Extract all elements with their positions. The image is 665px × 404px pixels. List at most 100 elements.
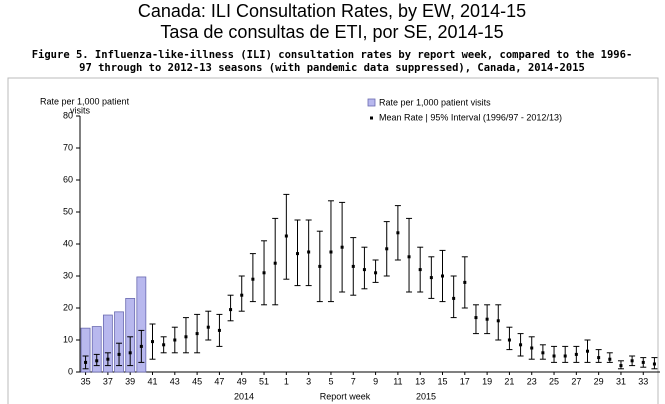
mean-marker bbox=[407, 255, 411, 259]
mean-marker bbox=[396, 231, 400, 235]
y-tick-label: 70 bbox=[63, 142, 73, 152]
mean-marker bbox=[95, 359, 99, 363]
mean-marker bbox=[474, 316, 478, 320]
x-tick-label: 49 bbox=[237, 376, 247, 386]
mean-marker bbox=[162, 343, 166, 347]
x-tick-label: 5 bbox=[328, 376, 333, 386]
mean-marker bbox=[117, 352, 121, 356]
x-tick-label: 51 bbox=[259, 376, 269, 386]
mean-marker bbox=[151, 340, 154, 344]
y-tick-label: 40 bbox=[63, 238, 73, 248]
mean-marker bbox=[240, 293, 244, 297]
mean-marker bbox=[106, 357, 110, 361]
mean-marker bbox=[641, 360, 645, 364]
mean-marker bbox=[485, 317, 489, 321]
x-tick-label: 35 bbox=[81, 376, 91, 386]
x-tick-label: 3 bbox=[306, 376, 311, 386]
x-tick-label: 25 bbox=[549, 376, 559, 386]
legend-label: Mean Rate | 95% Interval (1996/97 - 2012… bbox=[379, 112, 562, 122]
mean-marker bbox=[329, 250, 333, 254]
bar bbox=[102, 314, 113, 373]
mean-marker bbox=[463, 280, 467, 284]
mean-marker bbox=[563, 354, 567, 358]
mean-marker bbox=[586, 349, 589, 353]
year-label: 2015 bbox=[416, 391, 436, 401]
x-tick-label: 15 bbox=[437, 376, 447, 386]
x-tick-label: 21 bbox=[504, 376, 514, 386]
mean-marker bbox=[206, 325, 210, 329]
mean-marker bbox=[251, 277, 255, 281]
x-tick-label: 47 bbox=[214, 376, 224, 386]
mean-marker bbox=[296, 252, 299, 256]
y-tick-label: 50 bbox=[63, 206, 73, 216]
y-tick-label: 60 bbox=[63, 174, 73, 184]
mean-marker bbox=[630, 359, 634, 363]
frame bbox=[7, 77, 659, 404]
mean-marker bbox=[139, 344, 143, 348]
x-tick-label: 9 bbox=[373, 376, 378, 386]
x-axis-label: Report week bbox=[320, 391, 371, 401]
mean-marker bbox=[652, 362, 656, 366]
mean-marker bbox=[385, 247, 389, 251]
x-tick-label: 45 bbox=[192, 376, 202, 386]
legend-swatch bbox=[370, 116, 373, 120]
mean-marker bbox=[184, 335, 188, 339]
legend-swatch bbox=[367, 98, 376, 107]
mean-marker bbox=[429, 276, 433, 280]
mean-marker bbox=[340, 245, 344, 249]
x-tick-label: 39 bbox=[125, 376, 135, 386]
legend-label: Rate per 1,000 patient visits bbox=[379, 97, 491, 107]
x-tick-label: 37 bbox=[103, 376, 113, 386]
chart-title: Canada: ILI Consultation Rates, by EW, 2… bbox=[138, 1, 526, 21]
x-tick-label: 43 bbox=[170, 376, 180, 386]
x-tick-label: 19 bbox=[482, 376, 492, 386]
bar bbox=[91, 326, 102, 373]
x-tick-label: 17 bbox=[460, 376, 470, 386]
mean-marker bbox=[262, 271, 266, 275]
mean-marker bbox=[496, 319, 500, 323]
x-tick-label: 13 bbox=[415, 376, 425, 386]
caption: Figure 5. Influenza-like-illness (ILI) c… bbox=[32, 49, 633, 61]
mean-marker bbox=[374, 271, 378, 275]
mean-marker bbox=[318, 264, 322, 268]
mean-marker bbox=[128, 351, 132, 355]
mean-marker bbox=[519, 343, 523, 347]
y-axis-label: Rate per 1,000 patient bbox=[40, 96, 130, 106]
y-tick-label: 0 bbox=[68, 366, 73, 376]
mean-marker bbox=[552, 354, 556, 358]
mean-marker bbox=[217, 328, 221, 332]
mean-marker bbox=[608, 357, 612, 361]
chart-subtitle: Tasa de consultas de ETI, por SE, 2014-1… bbox=[160, 22, 503, 42]
mean-marker bbox=[362, 268, 366, 272]
mean-marker bbox=[530, 346, 534, 350]
mean-marker bbox=[452, 296, 456, 300]
mean-marker bbox=[84, 360, 88, 364]
mean-marker bbox=[541, 351, 545, 355]
x-tick-label: 7 bbox=[351, 376, 356, 386]
y-tick-label: 30 bbox=[63, 270, 73, 280]
x-tick-label: 11 bbox=[393, 376, 402, 386]
bar bbox=[80, 327, 91, 373]
mean-marker bbox=[597, 356, 601, 360]
x-tick-label: 31 bbox=[616, 376, 626, 386]
mean-marker bbox=[507, 338, 511, 342]
year-label: 2014 bbox=[234, 391, 254, 401]
mean-marker bbox=[284, 234, 288, 238]
mean-marker bbox=[195, 332, 199, 336]
y-tick-label: 80 bbox=[63, 110, 73, 120]
bar bbox=[136, 276, 147, 373]
x-tick-label: 1 bbox=[284, 376, 289, 386]
y-axis-label: visits bbox=[70, 105, 90, 115]
y-tick-label: 20 bbox=[63, 302, 73, 312]
bar bbox=[114, 311, 124, 373]
mean-marker bbox=[229, 308, 233, 312]
bar bbox=[125, 297, 136, 373]
y-tick-label: 10 bbox=[63, 334, 73, 344]
x-tick-label: 29 bbox=[594, 376, 604, 386]
mean-marker bbox=[619, 364, 623, 368]
mean-marker bbox=[307, 250, 311, 254]
mean-marker bbox=[574, 352, 578, 356]
mean-marker bbox=[418, 268, 422, 272]
